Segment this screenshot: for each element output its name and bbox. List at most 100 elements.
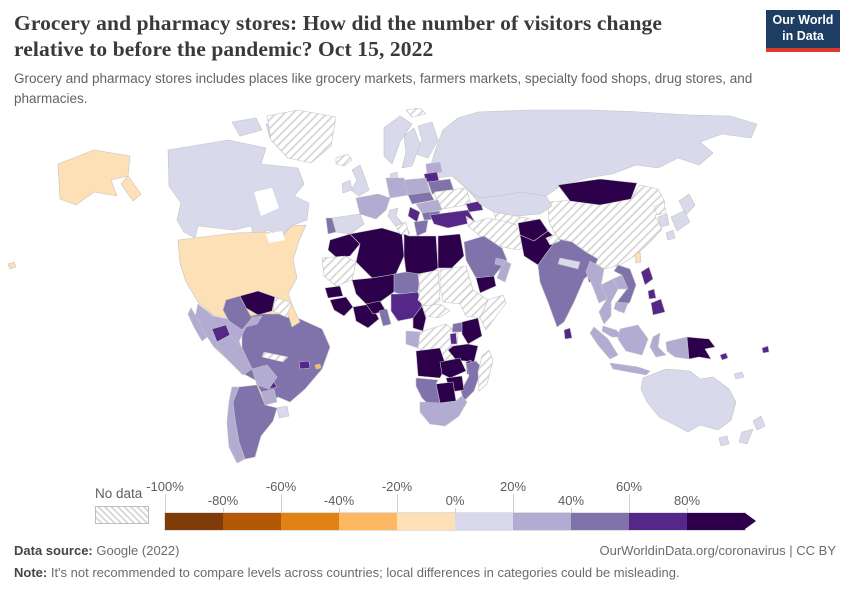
country-saudi-arabia[interactable]	[463, 235, 508, 279]
country-rwanda-burundi[interactable]	[449, 332, 458, 345]
country-libya[interactable]	[403, 233, 439, 277]
country-indonesia-sumatra[interactable]	[589, 326, 619, 360]
country-canada-arctic[interactable]	[231, 117, 263, 137]
country-sri-lanka[interactable]	[563, 327, 573, 340]
country-egypt[interactable]	[437, 233, 465, 269]
country-australia-tasmania[interactable]	[718, 435, 730, 447]
country-north-korea[interactable]	[653, 201, 667, 216]
country-germany[interactable]	[385, 177, 409, 199]
country-cuba[interactable]	[261, 351, 289, 363]
country-zambia[interactable]	[439, 357, 467, 379]
legend-color-segment[interactable]	[513, 513, 571, 530]
country-philippines-visayas[interactable]	[647, 288, 657, 300]
country-ireland[interactable]	[341, 179, 353, 194]
country-malaysia[interactable]	[601, 325, 625, 338]
country-gabon-congo[interactable]	[405, 330, 421, 349]
country-mexico-baja[interactable]	[187, 307, 208, 342]
country-uae[interactable]	[494, 257, 506, 267]
country-indonesia-borneo[interactable]	[617, 324, 649, 356]
country-fiji[interactable]	[761, 345, 770, 354]
country-finland[interactable]	[415, 121, 439, 159]
country-greenland[interactable]	[266, 109, 337, 164]
country-philippines-mindanao[interactable]	[650, 298, 666, 316]
country-central-african-republic[interactable]	[421, 303, 451, 319]
country-madagascar[interactable]	[477, 349, 494, 392]
legend-color-segment[interactable]	[223, 513, 281, 530]
country-senegal[interactable]	[324, 285, 344, 299]
credit-link[interactable]: OurWorldinData.org/coronavirus | CC BY	[599, 543, 836, 558]
country-romania[interactable]	[415, 199, 443, 214]
country-greece[interactable]	[413, 219, 429, 237]
legend-color-segment[interactable]	[629, 513, 687, 530]
country-namibia[interactable]	[415, 377, 441, 407]
country-paraguay[interactable]	[260, 388, 278, 406]
country-indonesian-papua[interactable]	[665, 336, 690, 360]
country-norway[interactable]	[383, 115, 413, 165]
country-indonesia-sulawesi[interactable]	[649, 332, 667, 358]
country-japan-honshu[interactable]	[670, 210, 691, 232]
country-spain[interactable]	[331, 213, 365, 235]
country-guinea[interactable]	[329, 296, 354, 317]
legend-color-segment[interactable]	[455, 513, 513, 530]
country-kashmir[interactable]	[545, 233, 561, 246]
country-japan-kyushu[interactable]	[665, 229, 676, 241]
country-thailand[interactable]	[598, 278, 619, 325]
country-portugal[interactable]	[325, 217, 337, 235]
country-new-zealand-south[interactable]	[738, 428, 754, 445]
legend-color-segment[interactable]	[397, 513, 455, 530]
country-somalia[interactable]	[479, 294, 507, 331]
country-peru[interactable]	[216, 334, 253, 376]
country-serbia[interactable]	[407, 206, 421, 223]
country-chile[interactable]	[226, 386, 246, 464]
country-benin-togo[interactable]	[378, 308, 392, 327]
country-dominican-republic[interactable]	[298, 360, 311, 370]
owid-logo[interactable]: Our World in Data	[766, 10, 840, 52]
country-south-korea[interactable]	[657, 213, 670, 228]
country-sweden[interactable]	[401, 127, 421, 169]
legend-color-segment[interactable]	[339, 513, 397, 530]
country-japan-hokkaido[interactable]	[678, 193, 696, 216]
country-mali[interactable]	[351, 273, 397, 305]
country-australia[interactable]	[640, 368, 737, 433]
country-united-states-hawaii[interactable]	[7, 261, 17, 270]
country-mozambique[interactable]	[460, 360, 483, 402]
country-yemen[interactable]	[475, 275, 497, 294]
country-western-sahara-mauritania[interactable]	[321, 255, 357, 287]
country-puerto-rico[interactable]	[314, 363, 322, 370]
country-solomon-islands[interactable]	[719, 352, 729, 361]
country-united-kingdom[interactable]	[350, 164, 370, 197]
country-algeria[interactable]	[349, 227, 405, 279]
country-turkey[interactable]	[429, 209, 476, 229]
country-czech-slovakia-hungary[interactable]	[407, 191, 435, 205]
country-united-states-alaska[interactable]	[57, 149, 131, 206]
legend-no-data-swatch[interactable]	[95, 506, 149, 524]
country-niger[interactable]	[393, 271, 421, 295]
country-bolivia[interactable]	[251, 364, 278, 390]
country-united-states-alaska-panhandle[interactable]	[120, 175, 142, 202]
country-mongolia[interactable]	[557, 178, 638, 206]
country-taiwan[interactable]	[634, 251, 642, 264]
legend-color-segment[interactable]	[165, 513, 223, 530]
country-oman[interactable]	[496, 259, 512, 283]
country-guyana-suriname[interactable]	[272, 296, 293, 318]
country-uruguay[interactable]	[276, 405, 290, 419]
country-ukraine[interactable]	[433, 187, 472, 210]
country-indonesia-java[interactable]	[609, 362, 651, 376]
legend-color-segment[interactable]	[571, 513, 629, 530]
country-france[interactable]	[355, 193, 391, 220]
country-myanmar[interactable]	[585, 260, 608, 304]
country-kenya[interactable]	[461, 317, 483, 345]
country-iceland[interactable]	[335, 153, 353, 167]
country-estonia-latvia[interactable]	[425, 161, 443, 175]
country-cameroon[interactable]	[412, 305, 427, 332]
legend-color-segment[interactable]	[281, 513, 339, 530]
country-kazakhstan[interactable]	[467, 189, 553, 217]
country-philippines-luzon[interactable]	[640, 266, 654, 286]
country-papua-new-guinea[interactable]	[686, 336, 716, 360]
country-nepal[interactable]	[557, 257, 581, 270]
country-new-zealand-north[interactable]	[752, 415, 766, 431]
country-colombia[interactable]	[222, 295, 253, 331]
country-south-africa[interactable]	[419, 395, 468, 427]
country-cambodia[interactable]	[613, 301, 629, 314]
legend-color-segment[interactable]	[687, 513, 745, 530]
